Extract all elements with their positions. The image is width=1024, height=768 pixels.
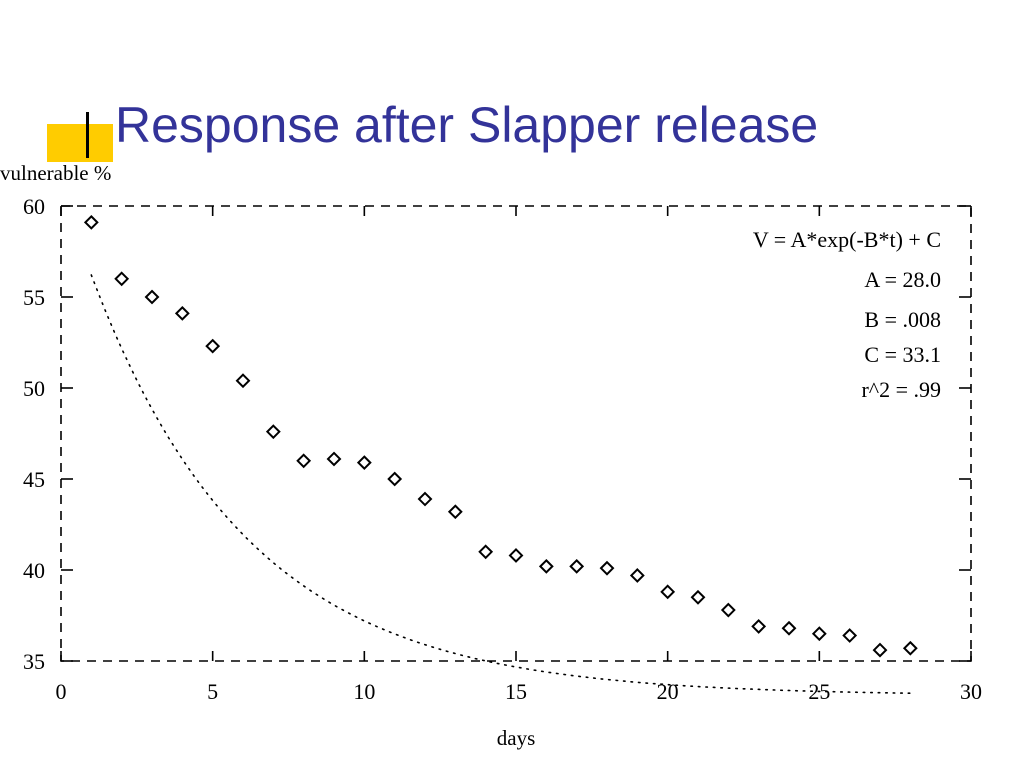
plot-frame xyxy=(60,205,972,662)
x-tick-label: 30 xyxy=(960,679,982,704)
data-point xyxy=(478,544,494,560)
annotation-line: B = .008 xyxy=(864,307,941,332)
annotation-line: r^2 = .99 xyxy=(861,377,941,402)
data-point xyxy=(811,626,827,642)
data-point xyxy=(902,640,918,656)
x-axis-label: days xyxy=(497,726,536,750)
data-point xyxy=(356,455,372,471)
data-point xyxy=(569,558,585,574)
data-point xyxy=(205,338,221,354)
data-point xyxy=(114,271,130,287)
data-point xyxy=(720,602,736,618)
data-point xyxy=(538,558,554,574)
data-point xyxy=(296,453,312,469)
y-axis-label: vulnerable % xyxy=(0,161,111,185)
data-point xyxy=(417,491,433,507)
data-point xyxy=(508,548,524,563)
title-accent-bar xyxy=(86,112,89,158)
x-tick-label: 15 xyxy=(505,679,527,704)
x-tick-label: 0 xyxy=(56,679,67,704)
slide-title: Response after Slapper release xyxy=(115,97,819,153)
annotation-line: A = 28.0 xyxy=(864,267,941,292)
annotation-line: V = A*exp(-B*t) + C xyxy=(753,227,941,252)
x-tick-label: 10 xyxy=(353,679,375,704)
data-point xyxy=(751,619,767,634)
data-point xyxy=(629,568,645,583)
data-point xyxy=(144,289,160,305)
y-tick-label: 35 xyxy=(23,649,45,674)
data-point xyxy=(690,589,706,605)
y-tick-label: 45 xyxy=(23,467,45,492)
y-tick-label: 40 xyxy=(23,558,45,583)
annotation-line: C = 33.1 xyxy=(864,342,941,367)
data-point xyxy=(83,214,99,230)
data-point xyxy=(447,504,463,520)
data-point xyxy=(235,373,251,389)
data-point xyxy=(599,560,615,576)
data-point xyxy=(660,584,676,600)
data-point xyxy=(842,628,858,643)
x-tick-label: 20 xyxy=(657,679,679,704)
data-point xyxy=(387,471,403,487)
data-point xyxy=(781,620,797,636)
fit-curve xyxy=(90,274,912,694)
title-accent-square xyxy=(47,124,113,162)
y-tick-label: 50 xyxy=(23,376,45,401)
x-tick-label: 5 xyxy=(207,679,218,704)
y-tick-label: 60 xyxy=(23,194,45,219)
data-point xyxy=(872,642,888,658)
data-point xyxy=(326,451,342,467)
data-point xyxy=(174,305,190,321)
y-tick-label: 55 xyxy=(23,285,45,310)
data-point xyxy=(265,424,281,440)
